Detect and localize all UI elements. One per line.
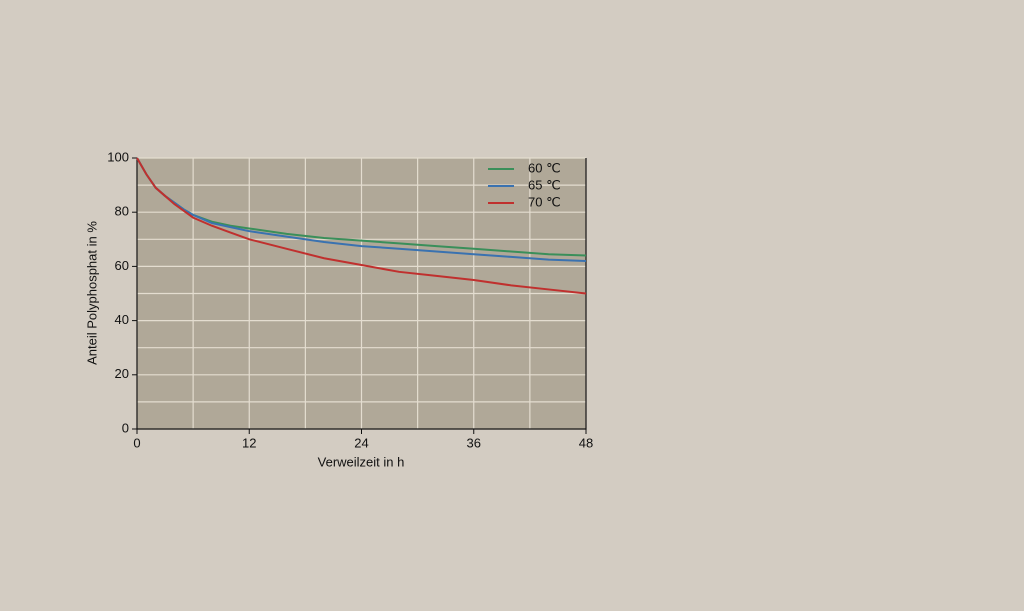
x-tick-label: 48	[579, 435, 593, 450]
x-tick-label: 12	[242, 435, 256, 450]
line	[136, 157, 587, 295]
x-tick-label: 36	[467, 435, 481, 450]
legend-label: 65 ℃	[528, 177, 561, 192]
x-tick-label: 24	[354, 435, 368, 450]
y-tick-label: 60	[115, 258, 129, 273]
x-tick-label: 0	[133, 435, 140, 450]
y-tick-label: 80	[115, 204, 129, 219]
y-axis-label: Anteil Polyphosphat in %	[84, 221, 99, 365]
y-tick-label: 100	[107, 149, 129, 164]
y-tick-label: 40	[115, 312, 129, 327]
x-axis-label: Verweilzeit in h	[318, 454, 405, 469]
y-tick-label: 20	[115, 366, 129, 381]
legend-label: 60 ℃	[528, 160, 561, 175]
y-tick-label: 0	[122, 420, 129, 435]
legend-label: 70 ℃	[528, 194, 561, 209]
